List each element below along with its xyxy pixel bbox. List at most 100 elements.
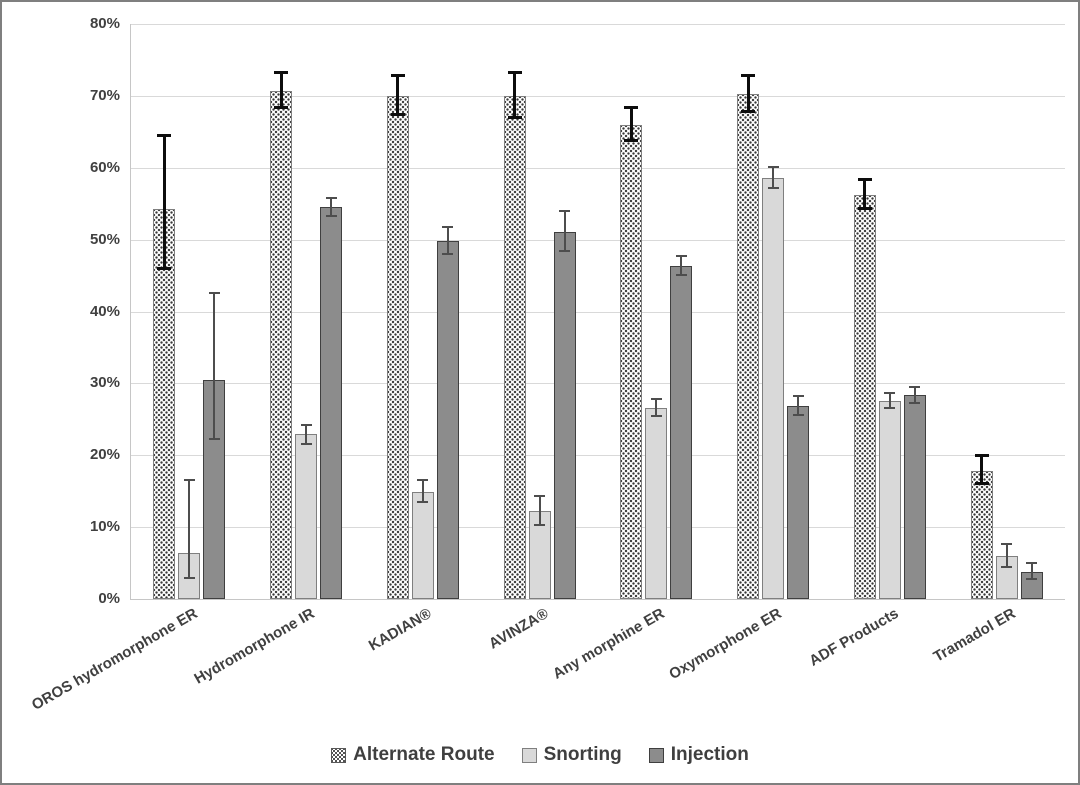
error-bar: [325, 197, 337, 218]
error-bar-cap-top: [390, 74, 405, 78]
error-bar-cap-bottom: [507, 115, 522, 119]
error-bar: [884, 392, 896, 410]
error-bar: [650, 397, 662, 418]
error-bar-cap-bottom: [534, 523, 546, 526]
legend-label: Alternate Route: [353, 744, 495, 765]
bar-alternate-route: [737, 94, 760, 599]
gridline: [131, 167, 1065, 169]
error-bar-line: [188, 478, 191, 579]
error-bar-cap-top: [559, 210, 571, 213]
error-bar: [974, 453, 989, 486]
error-bar: [300, 423, 312, 446]
y-axis-tick-label: 0%: [98, 590, 120, 607]
error-bar-cap-bottom: [183, 576, 195, 579]
error-bar-cap-bottom: [274, 105, 289, 109]
y-axis-tick-label: 70%: [89, 86, 120, 104]
error-bar: [208, 292, 220, 441]
error-bar-line: [305, 423, 308, 446]
error-bar: [741, 74, 756, 114]
error-bar-cap-bottom: [1001, 566, 1013, 569]
bar-injection: [787, 405, 810, 599]
error-bar-line: [680, 255, 683, 276]
bar-alternate-route: [503, 95, 526, 599]
error-bar-cap-bottom: [624, 138, 639, 142]
error-bar-line: [655, 397, 658, 418]
error-bar-line: [396, 74, 400, 116]
error-bar-cap-top: [1001, 542, 1013, 545]
error-bar-line: [279, 71, 283, 109]
bar-alternate-route: [970, 471, 993, 599]
error-bar: [1001, 542, 1013, 569]
error-bar-cap-bottom: [559, 249, 571, 252]
legend-item-snorting: Snorting: [521, 744, 622, 766]
legend-swatch-alternate-route: [331, 747, 347, 763]
bar-alternate-route: [853, 195, 876, 599]
legend-swatch-snorting: [521, 747, 537, 763]
error-bar-line: [629, 105, 633, 142]
error-bar-line: [513, 71, 517, 119]
error-bar: [183, 478, 195, 579]
y-axis-tick-label: 50%: [89, 230, 120, 248]
error-bar-line: [913, 385, 916, 404]
gridline: [131, 455, 1065, 457]
y-axis-tick-label: 80%: [89, 15, 120, 32]
error-bar-cap-top: [884, 392, 896, 394]
y-axis-tick-label: 40%: [89, 302, 120, 320]
legend-item-injection: Injection: [648, 744, 749, 766]
gridline: [131, 383, 1065, 385]
error-bar: [767, 165, 779, 190]
error-bar: [417, 478, 429, 504]
error-bar-cap-bottom: [857, 207, 872, 211]
error-bar: [1026, 561, 1038, 580]
bar-snorting: [762, 177, 785, 599]
bar-alternate-route: [270, 90, 293, 599]
error-bar-cap-bottom: [157, 266, 172, 270]
error-bar: [534, 494, 546, 526]
error-bar: [675, 255, 687, 276]
legend-label: Snorting: [543, 744, 622, 765]
error-bar-cap-top: [909, 385, 921, 388]
error-bar-cap-top: [1026, 561, 1038, 564]
error-bar: [624, 105, 639, 142]
bar-injection: [553, 232, 576, 599]
legend: Alternate Route Snorting Injection: [2, 740, 1078, 770]
plot-area: [130, 24, 1065, 600]
error-bar-line: [162, 133, 166, 270]
error-bar: [274, 71, 289, 109]
error-bar-line: [1005, 542, 1008, 569]
y-axis-tick-label: 60%: [89, 158, 120, 176]
error-bar-cap-bottom: [741, 110, 756, 114]
error-bar-line: [863, 177, 867, 211]
error-bar: [559, 210, 571, 252]
error-bar-cap-top: [183, 478, 195, 481]
error-bar-cap-bottom: [1026, 577, 1038, 580]
gridline: [131, 527, 1065, 529]
bar-alternate-route: [386, 95, 409, 599]
error-bar-line: [746, 74, 750, 114]
bar-injection: [320, 207, 343, 599]
error-bar-cap-top: [208, 292, 220, 295]
y-axis-tick-label: 30%: [89, 374, 120, 392]
error-bar-cap-bottom: [792, 413, 804, 416]
error-bar-cap-top: [624, 105, 639, 109]
error-bar-line: [797, 394, 800, 416]
error-bar-line: [980, 453, 984, 486]
error-bar-cap-bottom: [909, 401, 921, 404]
error-bar-cap-top: [974, 453, 989, 457]
gridline: [131, 24, 1065, 25]
error-bar-cap-top: [857, 177, 872, 181]
error-bar: [507, 71, 522, 119]
legend-swatch-injection: [648, 747, 664, 763]
error-bar-cap-bottom: [884, 407, 896, 410]
error-bar-cap-top: [157, 133, 172, 137]
bar-snorting: [878, 400, 901, 599]
error-bar-cap-bottom: [767, 187, 779, 190]
error-bar-line: [421, 478, 424, 504]
bar-snorting: [645, 407, 668, 599]
error-bar: [390, 74, 405, 116]
error-bar-cap-bottom: [417, 501, 429, 504]
error-bar-cap-top: [534, 494, 546, 497]
bar-alternate-route: [153, 208, 176, 599]
error-bar-cap-top: [417, 478, 429, 481]
error-bar: [792, 394, 804, 416]
